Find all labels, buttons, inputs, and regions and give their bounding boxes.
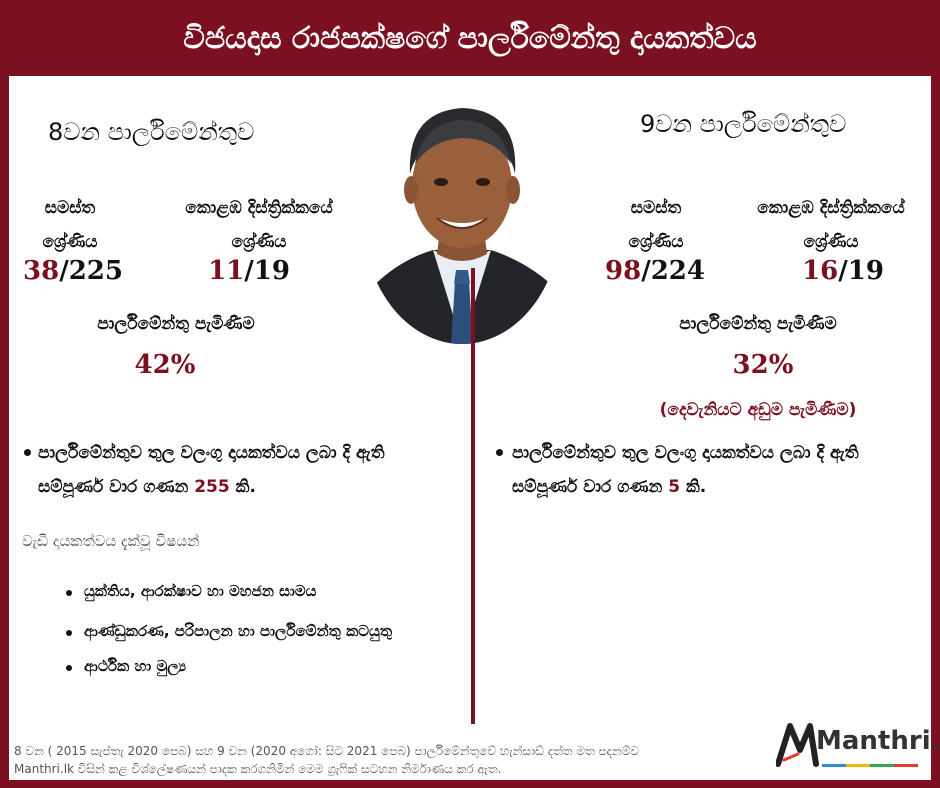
right-district-label-2: ශ්‍රේණිය	[803, 232, 859, 252]
left-district-rank: 11/19	[194, 256, 304, 286]
left-parliament-title: 8වන පාර්ලිමේන්තුව	[48, 118, 255, 146]
left-contrib-count: 255	[194, 477, 230, 497]
right-attendance-label: පාර්ලිමේන්තු පැමිණීම	[679, 314, 837, 334]
subject-bullet-icon	[66, 630, 72, 636]
left-district-rank-value: 11	[208, 256, 245, 286]
left-district-rank-total: /19	[244, 256, 290, 286]
right-parliament-title: 9වන පාර්ලිමේන්තුව	[640, 110, 847, 138]
right-district-rank-total: /19	[838, 256, 884, 286]
right-district-label: කොළඹ දිස්ත්‍රික්කයේ	[757, 198, 905, 218]
page-title: විජයදාස රාජපක්ෂගේ පාර්ලිමේන්තු දායකත්වය	[183, 20, 757, 56]
left-district-label: කොළඹ දිස්ත්‍රික්කයේ	[185, 198, 333, 218]
right-overall-label-2: ශ්‍රේණිය	[628, 232, 684, 252]
subject-item-3: ආර්ථික හා මුල්‍ය	[84, 657, 187, 675]
right-contrib-count: 5	[668, 477, 681, 497]
right-contrib-bullet-icon	[496, 449, 503, 456]
right-district-rank: 16/19	[788, 256, 898, 286]
right-overall-label: සමස්ත	[630, 198, 682, 218]
footer-source-line-2: Manthri.lk විසින් කළ විශ්ලේෂණයන් පාදක කර…	[14, 762, 502, 776]
footer-source-line-1: 8 වන ( 2015 සැප්තැ 2020 පෙබ) සහ 9 වන (20…	[14, 744, 639, 758]
manthri-logo: Manthri.lk	[775, 720, 940, 772]
left-contrib-text-2: සම්පූර්ණ වාර ගණන	[38, 477, 189, 497]
left-overall-rank-value: 38	[23, 256, 60, 286]
right-overall-rank-value: 98	[605, 256, 642, 286]
left-overall-label-2: ශ්‍රේණිය	[42, 232, 98, 252]
subject-bullet-icon	[66, 665, 72, 671]
right-attendance-note: (දෙවැනියට අඩුම පැමිණීම)	[659, 400, 857, 420]
left-contrib-suffix: කි.	[235, 477, 256, 497]
mp-portrait-illustration	[363, 82, 561, 344]
right-contrib-text-2: සම්පූර්ණ වාර ගණන	[512, 477, 663, 497]
subject-item-2: ආණ්ඩුකරණ, පරිපාලන හා පාර්ලිමේන්තු කටයුතු	[84, 622, 393, 640]
right-district-rank-value: 16	[802, 256, 839, 286]
right-overall-rank: 98/224	[600, 256, 710, 286]
left-contrib-line-1: පාර්ලිමේන්තුව තුල වලංගු දායකත්වය ලබා දි …	[38, 443, 385, 463]
left-overall-label: සමස්ත	[44, 198, 96, 218]
left-contrib-bullet-icon	[24, 449, 31, 456]
left-attendance-label: පාර්ලිමේන්තු පැමිණීම	[97, 314, 255, 334]
mp-portrait-photo	[363, 82, 561, 344]
left-contrib-line-2: සම්පූර්ණ වාර ගණන 255 කි.	[38, 470, 256, 504]
subject-bullet-icon	[66, 590, 72, 596]
column-divider	[471, 268, 475, 724]
left-district-label-2: ශ්‍රේණිය	[231, 232, 287, 252]
left-attendance-value: 42%	[134, 350, 196, 380]
manthri-logo-icon	[775, 723, 918, 767]
subjects-heading: වැඩි දායකත්වය දැක්වූ විෂයන්	[22, 532, 200, 550]
right-contrib-line-2: සම්පූර්ණ වාර ගණන 5 කි.	[512, 470, 706, 504]
subject-item-1: යුක්තිය, ආරක්ෂාව හා මහජන සාමය	[84, 582, 317, 600]
right-overall-rank-total: /224	[641, 256, 705, 286]
right-contrib-suffix: කි.	[685, 477, 707, 497]
right-contrib-line-1: පාර්ලිමේන්තුව තුල වලංගු දායකත්වය ලබා දි …	[512, 443, 859, 463]
left-overall-rank: 38/225	[18, 256, 128, 286]
left-overall-rank-total: /225	[59, 256, 123, 286]
manthri-logo-text: Manthri.lk	[816, 726, 940, 756]
right-attendance-value: 32%	[732, 350, 794, 380]
